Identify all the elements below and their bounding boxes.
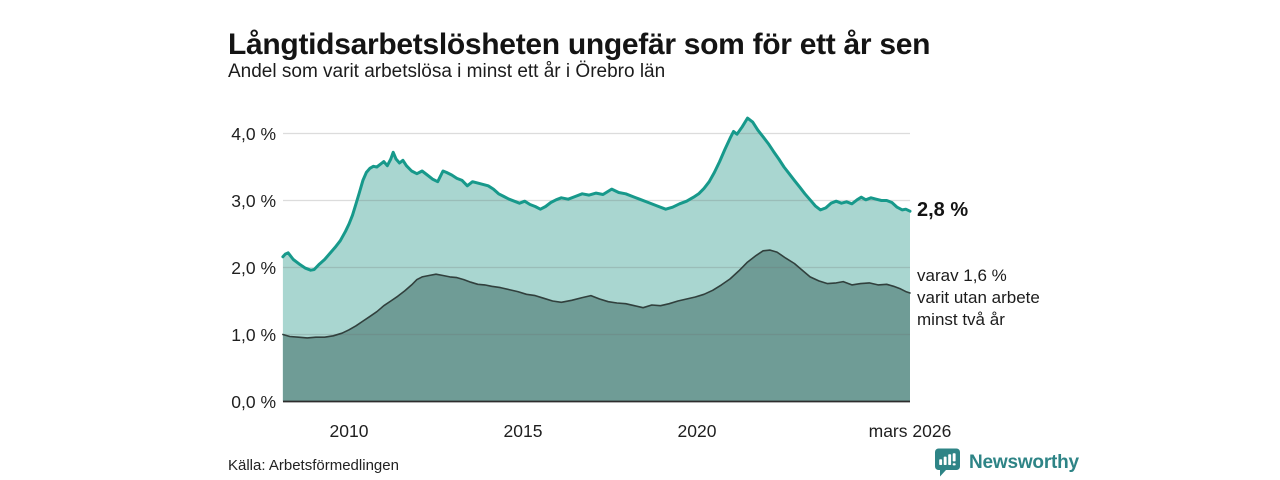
series-line-total bbox=[281, 116, 912, 272]
source-credit: Källa: Arbetsförmedlingen bbox=[228, 457, 399, 474]
y-tick-label: 1,0 % bbox=[231, 325, 276, 345]
y-tick-label: 4,0 % bbox=[231, 124, 276, 144]
newsworthy-bubble-chart-icon bbox=[934, 448, 961, 478]
page-subtitle: Andel som varit arbetslösa i minst ett å… bbox=[228, 61, 666, 82]
series-end-label-twoyear: varav 1,6 % varit utan arbete minst två … bbox=[917, 266, 1040, 329]
series-line-twoyear bbox=[282, 249, 911, 339]
y-axis-labels: 0,0 % 1,0 % 2,0 % 3,0 % 4,0 % bbox=[231, 124, 276, 412]
y-tick-label: 2,0 % bbox=[231, 258, 276, 278]
x-tick-label: 2010 bbox=[330, 421, 369, 441]
page-title: Långtidsarbetslösheten ungefär som för e… bbox=[228, 28, 931, 62]
newsworthy-logo[interactable]: Newsworthy bbox=[934, 448, 1079, 478]
series-end-label-total: 2,8 % bbox=[917, 199, 969, 221]
x-tick-label: 2020 bbox=[678, 421, 717, 441]
x-axis-labels: 2010 2015 2020 mars 2026 bbox=[330, 421, 952, 441]
x-tick-label: 2015 bbox=[504, 421, 543, 441]
y-tick-label: 3,0 % bbox=[231, 191, 276, 211]
gridlines bbox=[283, 132, 910, 336]
logo-bubble-shape bbox=[935, 448, 960, 477]
newsworthy-wordmark: Newsworthy bbox=[969, 452, 1079, 473]
series-area-twoyear bbox=[282, 250, 910, 402]
x-tick-label: mars 2026 bbox=[869, 421, 952, 441]
y-tick-label: 0,0 % bbox=[231, 392, 276, 412]
